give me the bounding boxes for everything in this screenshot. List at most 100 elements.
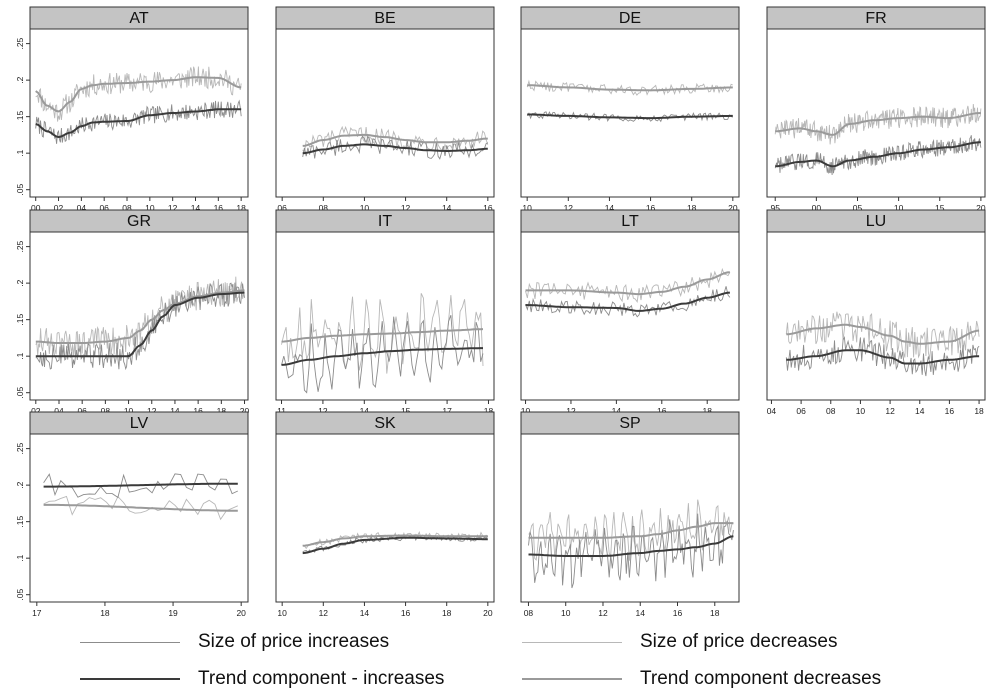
legend-swatch-price-decreases [522,641,622,643]
x-tick-label: 18 [236,203,246,213]
x-tick-label: 18 [484,406,494,416]
series-price-increases-at [35,99,242,144]
y-tick-label: .05 [15,589,25,601]
panel-title-sp: SP [619,415,640,432]
x-tick-label: 10 [522,203,532,213]
series-trend-decreases-lu [786,323,980,345]
panel-frame-lu [766,231,986,401]
panel-lu: LU 04 06 08 10 12 14 16 18 [766,209,986,416]
panel-sk: SK 10 12 14 16 18 20 [275,411,495,618]
x-tick-label: 17 [442,406,452,416]
y-tick-label: .05 [15,387,25,399]
y-tick-label: .2 [15,481,25,488]
x-tick-label: 95 [770,203,780,213]
series-price-decreases-de [526,79,733,96]
panel-frame-lv [29,433,249,603]
series-trend-increases-lt [525,291,730,312]
panel-it: IT 11 12 14 15 17 18 [275,209,495,416]
panel-frame-at [29,28,249,198]
series-trend-decreases-gr [35,289,245,344]
series-trend-increases-de [527,113,733,120]
x-tick-label: 14 [605,203,615,213]
legend-swatch-trend-decreases [522,678,622,680]
y-tick-label: .1 [15,149,25,156]
series-price-increases-gr [35,282,245,371]
panel-sp: SP 08 10 12 14 16 18 [520,411,740,618]
panel-title-at: AT [129,10,148,27]
x-tick-label: 10 [145,203,155,213]
x-tick-label: 18 [100,608,110,618]
panel-frame-de [520,28,740,198]
series-price-increases-lv [43,473,238,499]
x-tick-label: 16 [657,406,667,416]
series-trend-decreases-it [281,328,484,343]
x-tick-label: 10 [856,406,866,416]
x-tick-label: 16 [483,203,493,213]
legend-item-trend-increases: Trend component - increases [80,668,444,690]
x-tick-label: 16 [646,203,656,213]
series-trend-decreases-fr [775,112,981,136]
series-trend-increases-lu [786,349,980,365]
y-tick-label: .25 [15,240,25,252]
series-trend-decreases-sk [302,534,488,547]
x-tick-label: 10 [277,608,287,618]
panel-lt: LT 10 12 14 16 18 [520,209,740,416]
x-tick-label: 12 [598,608,608,618]
y-tick-label: .15 [15,110,25,122]
series-trend-decreases-be [302,133,488,147]
series-trend-increases-sk [302,536,488,555]
x-tick-label: 18 [702,406,712,416]
y-tick-label: .05 [15,184,25,196]
x-tick-label: 08 [319,203,329,213]
x-tick-label: 05 [853,203,863,213]
x-tick-label: 14 [636,608,646,618]
y-tick-label: .2 [15,279,25,286]
x-tick-label: 11 [277,406,286,416]
x-tick-label: 18 [217,406,227,416]
series-trend-decreases-sp [528,522,734,539]
series-price-increases-lt [525,286,731,318]
series-price-decreases-it [281,293,484,374]
panel-frame-gr [29,231,249,401]
x-tick-label: 14 [170,406,180,416]
x-tick-label: 12 [885,406,895,416]
x-tick-label: 18 [687,203,697,213]
x-tick-label: 12 [168,203,178,213]
series-trend-decreases-lv [43,503,238,512]
x-tick-label: 16 [193,406,203,416]
panel-be: BE 06 08 10 12 14 16 [275,6,495,213]
y-tick-label: .2 [15,76,25,83]
y-tick-label: .1 [15,352,25,359]
series-trend-increases-lv [43,482,238,488]
legend-label-trend-increases: Trend component - increases [198,668,445,689]
panel-frame-sp [520,433,740,603]
x-tick-label: 00 [31,203,41,213]
x-tick-label: 08 [122,203,132,213]
x-tick-label: 10 [124,406,134,416]
panel-frame-fr [766,28,986,198]
x-tick-label: 14 [442,203,452,213]
panel-frame-lt [520,231,740,401]
x-tick-label: 20 [728,203,738,213]
panel-title-lt: LT [621,213,639,230]
x-tick-label: 04 [767,406,777,416]
series-trend-increases-sp [528,535,734,557]
x-tick-label: 16 [673,608,683,618]
x-tick-label: 16 [945,406,955,416]
panel-title-lu: LU [866,213,886,230]
x-tick-label: 02 [31,406,41,416]
x-tick-label: 16 [401,608,411,618]
series-trend-increases-gr [35,291,245,358]
panel-gr: GR .05 .1 .15 .2 .25 02 04 06 08 10 12 14 16 18 20 [15,209,250,416]
y-tick-label: .25 [15,37,25,49]
x-tick-label: 20 [236,608,246,618]
x-tick-label: 14 [191,203,201,213]
series-trend-increases-fr [775,141,981,168]
panel-lv: LV .05 .1 .15 .2 .25 17 18 19 20 [15,411,249,618]
series-trend-decreases-at [35,76,242,113]
y-tick-label: .1 [15,554,25,561]
x-tick-label: 18 [974,406,984,416]
panel-at: AT .05 .1 .15 .2 .25 00 02 04 06 08 10 12 14 16 18 [15,6,249,213]
x-tick-label: 10 [894,203,904,213]
